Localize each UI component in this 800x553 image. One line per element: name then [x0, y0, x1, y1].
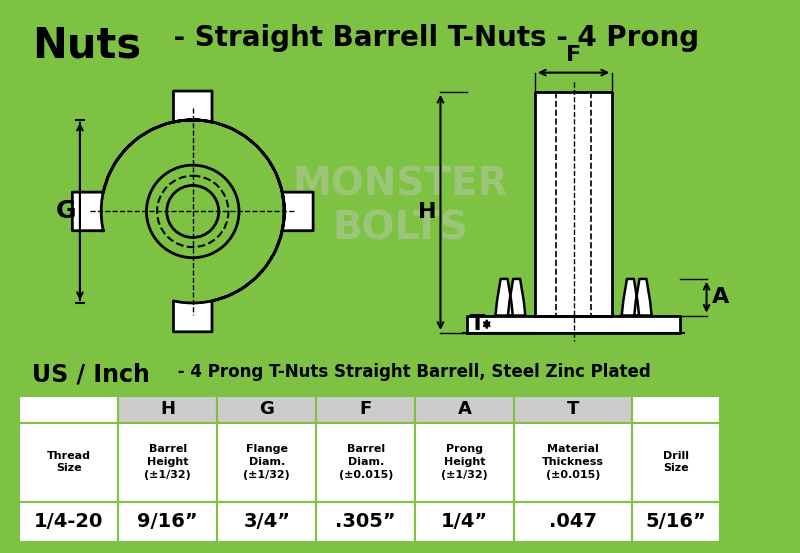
Text: 1/4”: 1/4”	[441, 512, 488, 531]
Polygon shape	[415, 395, 514, 422]
Polygon shape	[632, 502, 720, 542]
Polygon shape	[514, 502, 632, 542]
Polygon shape	[218, 502, 316, 542]
Polygon shape	[316, 422, 415, 502]
Text: Barrel
Height
(±1/32): Barrel Height (±1/32)	[144, 444, 191, 480]
Polygon shape	[118, 502, 218, 542]
Text: Flange
Diam.
(±1/32): Flange Diam. (±1/32)	[243, 444, 290, 480]
Polygon shape	[415, 422, 514, 502]
Polygon shape	[622, 279, 639, 316]
Polygon shape	[218, 395, 316, 422]
Text: US / Inch: US / Inch	[32, 363, 150, 387]
Polygon shape	[634, 279, 652, 316]
Polygon shape	[632, 395, 720, 422]
Polygon shape	[514, 395, 632, 422]
Text: H: H	[160, 400, 175, 418]
Polygon shape	[316, 395, 415, 422]
Text: A: A	[458, 400, 472, 418]
Polygon shape	[514, 422, 632, 502]
Text: F: F	[360, 400, 372, 418]
Polygon shape	[19, 395, 118, 422]
Text: 9/16”: 9/16”	[138, 512, 198, 531]
Text: .047: .047	[550, 512, 597, 531]
Text: Barrel
Diam.
(±0.015): Barrel Diam. (±0.015)	[338, 444, 393, 480]
Text: T: T	[567, 400, 579, 418]
Text: G: G	[259, 400, 274, 418]
Polygon shape	[218, 422, 316, 502]
Text: - Straight Barrell T-Nuts - 4 Prong: - Straight Barrell T-Nuts - 4 Prong	[164, 24, 699, 53]
Polygon shape	[316, 502, 415, 542]
Text: T: T	[470, 314, 485, 334]
Text: Nuts: Nuts	[32, 24, 141, 66]
Polygon shape	[632, 422, 720, 502]
Polygon shape	[535, 92, 612, 316]
Polygon shape	[72, 91, 313, 332]
Text: Thread
Size: Thread Size	[46, 451, 90, 473]
Text: - 4 Prong T-Nuts Straight Barrell, Steel Zinc Plated: - 4 Prong T-Nuts Straight Barrell, Steel…	[171, 363, 650, 381]
Text: H: H	[418, 202, 436, 222]
Text: 1/4-20: 1/4-20	[34, 512, 103, 531]
Text: Material
Thickness
(±0.015): Material Thickness (±0.015)	[542, 444, 604, 480]
Polygon shape	[415, 502, 514, 542]
Text: .305”: .305”	[335, 512, 396, 531]
Polygon shape	[508, 279, 526, 316]
Polygon shape	[19, 502, 118, 542]
Text: F: F	[566, 45, 581, 65]
Text: A: A	[711, 287, 729, 307]
Polygon shape	[467, 316, 679, 333]
Text: MONSTER
BOLTS: MONSTER BOLTS	[292, 165, 508, 248]
Polygon shape	[118, 395, 218, 422]
Text: G: G	[56, 200, 77, 223]
Text: Prong
Height
(±1/32): Prong Height (±1/32)	[442, 444, 488, 480]
Polygon shape	[19, 422, 118, 502]
Text: 3/4”: 3/4”	[243, 512, 290, 531]
Polygon shape	[495, 279, 513, 316]
Polygon shape	[118, 422, 218, 502]
Text: Drill
Size: Drill Size	[663, 451, 689, 473]
Text: 5/16”: 5/16”	[646, 512, 706, 531]
